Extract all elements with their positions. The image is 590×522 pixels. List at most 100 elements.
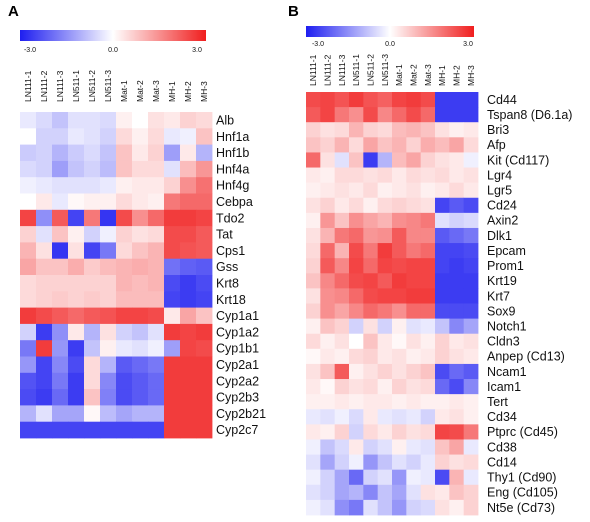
row-label-cebpa: Cebpa — [216, 195, 253, 209]
heatmap-cell-gss-ln111-3 — [52, 258, 69, 276]
heatmap-cell-hnf1a-mh-1 — [164, 128, 181, 145]
heatmap-cell-icam1-ln111-3 — [334, 379, 350, 395]
heatmap-cell-alb-mat-1 — [116, 112, 133, 129]
heatmap-cell-krt18-mh-3 — [196, 291, 213, 308]
heatmap-cell-cyp1a2-mat-3 — [148, 323, 165, 341]
heatmap-cell-kit-cd117-mh-2 — [449, 152, 465, 168]
heatmap-cell-thy1-cd90-ln111-1 — [306, 469, 321, 486]
heatmap-cell-hnf1a-mat-2 — [132, 128, 149, 145]
heatmap-cell-krt8-mat-3 — [148, 275, 165, 292]
heatmap-cell-cyp2a1-mh-1 — [164, 356, 181, 374]
heatmap-cell-nt5e-cd73-mat-2 — [406, 499, 422, 516]
heatmap-cell-cyp2c7-mh-3 — [196, 421, 213, 439]
heatmap-cell-krt8-ln111-1 — [20, 275, 37, 292]
heatmap-cell-cd34-mat-1 — [392, 409, 407, 425]
heatmap-cell-eng-cd105-mat-1 — [392, 484, 407, 501]
heatmap-cell-axin2-ln511-2 — [363, 212, 379, 229]
heatmap-cell-lgr5-ln511-1 — [349, 182, 364, 199]
heatmap-cell-sox9-ln511-3 — [377, 303, 393, 320]
heatmap-cell-icam1-mh-3 — [463, 379, 479, 395]
heatmap-cell-hnf1b-ln111-1 — [20, 144, 37, 162]
heatmap-cell-lgr4-ln111-2 — [320, 167, 336, 184]
heatmap-cell-notch1-mat-3 — [420, 318, 436, 335]
heatmap-cell-thy1-cd90-ln511-2 — [363, 469, 379, 486]
row-labels: Alb Hnf1a Hnf1b Hnf4a Hnf4g Cebpa Tdo2 Tat Cps1 G… — [216, 113, 266, 437]
heatmap-cell-anpep-cd13-ln111-3 — [334, 348, 350, 365]
heatmap-cell-cd44-mat-2 — [406, 92, 422, 108]
heatmap-cell-krt19-ln511-3 — [377, 273, 393, 289]
panel-letter: A — [8, 3, 19, 20]
heatmap-cell-sox9-mat-3 — [420, 303, 436, 320]
heatmap-cell-ncam1-ln111-3 — [334, 363, 350, 380]
row-label-tspan8-d6-1a: Tspan8 (D6.1a) — [487, 108, 572, 122]
heatmap-cell-ncam1-ln511-2 — [363, 363, 379, 380]
column-labels: LN111-1 LN111-2 LN111-3 LN511-1 LN511-2 LN511… — [308, 54, 476, 86]
heatmap-cell-cd44-ln111-1 — [306, 92, 321, 108]
heatmap-cell-cd44-mh-1 — [435, 92, 450, 108]
heatmap-cell-sox9-mat-1 — [392, 303, 407, 320]
heatmap-cell-cebpa-mh-1 — [164, 193, 181, 211]
heatmap-cell-sox9-ln511-1 — [349, 303, 364, 320]
heatmap-cell-hnf4a-ln111-3 — [52, 160, 69, 178]
heatmap-cell-hnf1b-mh-3 — [196, 144, 213, 162]
heatmap-cell-cyp2a1-mat-2 — [132, 356, 149, 374]
heatmap-cell-lgr5-ln111-3 — [334, 182, 350, 199]
heatmap-cell-eng-cd105-ln511-1 — [349, 484, 364, 501]
heatmap-cell-krt7-mh-3 — [463, 288, 479, 304]
row-label-cyp2b3: Cyp2b3 — [216, 391, 259, 405]
heatmap-cell-krt7-ln111-3 — [334, 288, 350, 304]
heatmap-cell-epcam-mat-2 — [406, 243, 422, 259]
heatmap-cell-krt19-ln511-1 — [349, 273, 364, 289]
heatmap-cell-afp-mh-3 — [463, 137, 479, 153]
heatmap-cell-alb-mh-3 — [196, 112, 213, 129]
heatmap-cell-cyp2a1-mat-3 — [148, 356, 165, 374]
heatmap-cell-kit-cd117-mat-2 — [406, 152, 422, 168]
heatmap-cell-ncam1-mat-3 — [420, 363, 436, 380]
heatmap-cell-cldn3-ln511-2 — [363, 333, 379, 350]
heatmap-cell-cyp2c7-mh-1 — [164, 421, 181, 439]
heatmap-cell-tat-ln111-2 — [36, 226, 53, 243]
heatmap-cell-cyp2a2-ln511-1 — [68, 372, 85, 390]
heatmap-cell-dlk1-mh-2 — [449, 227, 465, 244]
heatmap-cell-kit-cd117-mat-1 — [392, 152, 407, 168]
column-label-mat-3: Mat-3 — [151, 80, 161, 102]
row-label-hnf1a: Hnf1a — [216, 130, 249, 144]
heatmap-cell-icam1-ln111-2 — [320, 379, 336, 395]
heatmap-cell-icam1-mh-1 — [435, 379, 450, 395]
heatmap-cell-tspan8-d6-1a-ln511-1 — [349, 107, 364, 123]
heatmap-cell-thy1-cd90-ln511-1 — [349, 469, 364, 486]
heatmap-cell-dlk1-mat-1 — [392, 227, 407, 244]
heatmap-cell-thy1-cd90-ln511-3 — [377, 469, 393, 486]
heatmap-cell-cd34-ln111-3 — [334, 409, 350, 425]
heatmap-cell-eng-cd105-mh-2 — [449, 484, 465, 501]
heatmap-cell-anpep-cd13-ln511-2 — [363, 348, 379, 365]
heatmap-cell-thy1-cd90-mh-1 — [435, 469, 450, 486]
heatmap-cell-epcam-mh-2 — [449, 243, 465, 259]
heatmap-cell-hnf1b-mh-2 — [180, 144, 197, 162]
heatmap-cell-cyp2b21-mh-1 — [164, 405, 181, 423]
heatmap-cell-cyp1b1-ln511-1 — [68, 340, 85, 357]
heatmap-cell-prom1-ln111-3 — [334, 258, 350, 274]
heatmap-cell-tat-mh-3 — [196, 226, 213, 243]
heatmap-cell-cd14-mat-1 — [392, 454, 407, 471]
heatmap-cell-krt8-ln111-3 — [52, 275, 69, 292]
heatmap-cell-nt5e-cd73-mh-3 — [463, 499, 479, 516]
heatmap-cell-tert-mat-1 — [392, 394, 407, 410]
heatmap-cell-cd24-mat-1 — [392, 197, 407, 214]
heatmap-cell-ptprc-cd45-mh-2 — [449, 424, 465, 440]
heatmap-cell-lgr4-ln511-2 — [363, 167, 379, 184]
heatmap-cell-hnf1b-ln111-3 — [52, 144, 69, 162]
heatmap-cell-nt5e-cd73-ln511-1 — [349, 499, 364, 516]
heatmap-cell-hnf4g-mh-3 — [196, 177, 213, 194]
heatmap-cell-krt7-ln511-3 — [377, 288, 393, 304]
heatmap-cell-anpep-cd13-mh-2 — [449, 348, 465, 365]
scale-min-label: -3.0 — [24, 47, 36, 54]
row-label-tdo2: Tdo2 — [216, 211, 245, 225]
heatmap-cell-cyp2b21-mat-2 — [132, 405, 149, 423]
column-label-mat-2: Mat-2 — [135, 80, 145, 102]
heatmap-cell-bri3-ln511-1 — [349, 122, 364, 138]
heatmap-cell-tat-ln511-1 — [68, 226, 85, 243]
heatmap-cell-epcam-mat-1 — [392, 243, 407, 259]
heatmap-cell-lgr4-ln111-1 — [306, 167, 321, 184]
heatmap-cell-tspan8-d6-1a-ln511-3 — [377, 107, 393, 123]
